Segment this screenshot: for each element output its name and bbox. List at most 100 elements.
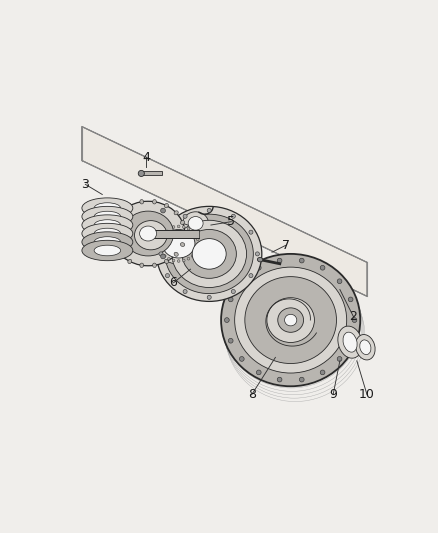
Circle shape [196, 247, 199, 249]
Circle shape [191, 230, 194, 233]
Ellipse shape [221, 254, 360, 386]
Ellipse shape [192, 239, 226, 269]
Ellipse shape [118, 211, 122, 215]
Ellipse shape [94, 228, 120, 239]
Ellipse shape [140, 263, 144, 268]
Circle shape [256, 370, 261, 375]
Circle shape [300, 258, 304, 263]
Circle shape [177, 225, 180, 228]
Text: 2: 2 [350, 310, 357, 323]
Ellipse shape [118, 252, 122, 256]
Circle shape [160, 233, 163, 237]
Ellipse shape [140, 226, 157, 241]
Ellipse shape [172, 220, 247, 287]
Circle shape [228, 338, 233, 343]
Text: 6: 6 [170, 276, 177, 289]
Circle shape [277, 377, 282, 382]
Circle shape [240, 279, 244, 284]
Circle shape [160, 251, 163, 254]
Ellipse shape [180, 243, 185, 246]
Text: 3: 3 [81, 178, 89, 191]
Circle shape [191, 255, 194, 257]
Circle shape [224, 318, 229, 322]
Circle shape [300, 377, 304, 382]
Circle shape [158, 238, 161, 240]
Ellipse shape [182, 229, 237, 278]
FancyBboxPatch shape [141, 172, 162, 175]
Circle shape [348, 297, 353, 302]
Circle shape [194, 233, 197, 237]
Circle shape [166, 230, 170, 234]
Ellipse shape [174, 211, 178, 215]
Ellipse shape [174, 252, 178, 256]
Circle shape [167, 257, 170, 260]
Ellipse shape [360, 340, 371, 354]
Ellipse shape [94, 245, 120, 256]
Circle shape [183, 214, 187, 219]
Ellipse shape [338, 326, 362, 358]
Ellipse shape [165, 214, 253, 294]
Ellipse shape [165, 204, 168, 208]
Circle shape [172, 259, 175, 262]
Ellipse shape [82, 206, 133, 227]
Ellipse shape [94, 211, 120, 222]
Circle shape [320, 265, 325, 270]
Text: 10: 10 [359, 388, 375, 401]
Text: 9: 9 [329, 388, 337, 401]
Circle shape [240, 357, 244, 361]
Circle shape [207, 208, 211, 213]
Ellipse shape [94, 203, 120, 213]
Ellipse shape [258, 257, 263, 262]
Ellipse shape [112, 243, 116, 246]
Circle shape [163, 230, 166, 233]
Text: 7: 7 [282, 239, 290, 252]
Ellipse shape [134, 221, 167, 250]
Ellipse shape [235, 267, 346, 373]
Ellipse shape [162, 229, 195, 258]
Circle shape [166, 273, 170, 278]
Ellipse shape [183, 212, 208, 235]
Ellipse shape [245, 277, 336, 364]
Circle shape [207, 295, 211, 300]
Circle shape [161, 208, 166, 213]
Ellipse shape [94, 220, 120, 230]
Ellipse shape [152, 199, 156, 204]
Circle shape [256, 265, 261, 270]
Ellipse shape [128, 260, 132, 264]
Ellipse shape [82, 240, 133, 261]
Circle shape [231, 214, 235, 219]
Circle shape [163, 255, 166, 257]
Circle shape [352, 318, 357, 322]
Circle shape [249, 230, 253, 234]
Circle shape [249, 273, 253, 278]
Ellipse shape [165, 260, 168, 264]
Ellipse shape [155, 223, 202, 264]
Circle shape [172, 225, 175, 228]
Ellipse shape [188, 216, 203, 230]
Circle shape [116, 231, 120, 236]
Ellipse shape [183, 232, 187, 236]
Ellipse shape [112, 221, 116, 224]
Circle shape [320, 370, 325, 375]
Circle shape [177, 260, 180, 262]
Circle shape [255, 252, 259, 256]
Ellipse shape [356, 335, 375, 360]
Ellipse shape [278, 308, 304, 332]
Circle shape [194, 251, 197, 254]
Text: 8: 8 [247, 388, 256, 401]
Circle shape [228, 297, 233, 302]
Circle shape [231, 289, 235, 294]
Ellipse shape [82, 215, 133, 235]
Circle shape [158, 247, 161, 249]
Ellipse shape [111, 201, 185, 266]
Circle shape [167, 228, 170, 230]
Circle shape [348, 338, 353, 343]
Polygon shape [82, 127, 367, 296]
Circle shape [277, 258, 282, 263]
Circle shape [161, 254, 166, 259]
Ellipse shape [152, 263, 156, 268]
Circle shape [197, 243, 200, 245]
Circle shape [337, 357, 342, 361]
Ellipse shape [82, 223, 133, 244]
Ellipse shape [285, 314, 297, 326]
